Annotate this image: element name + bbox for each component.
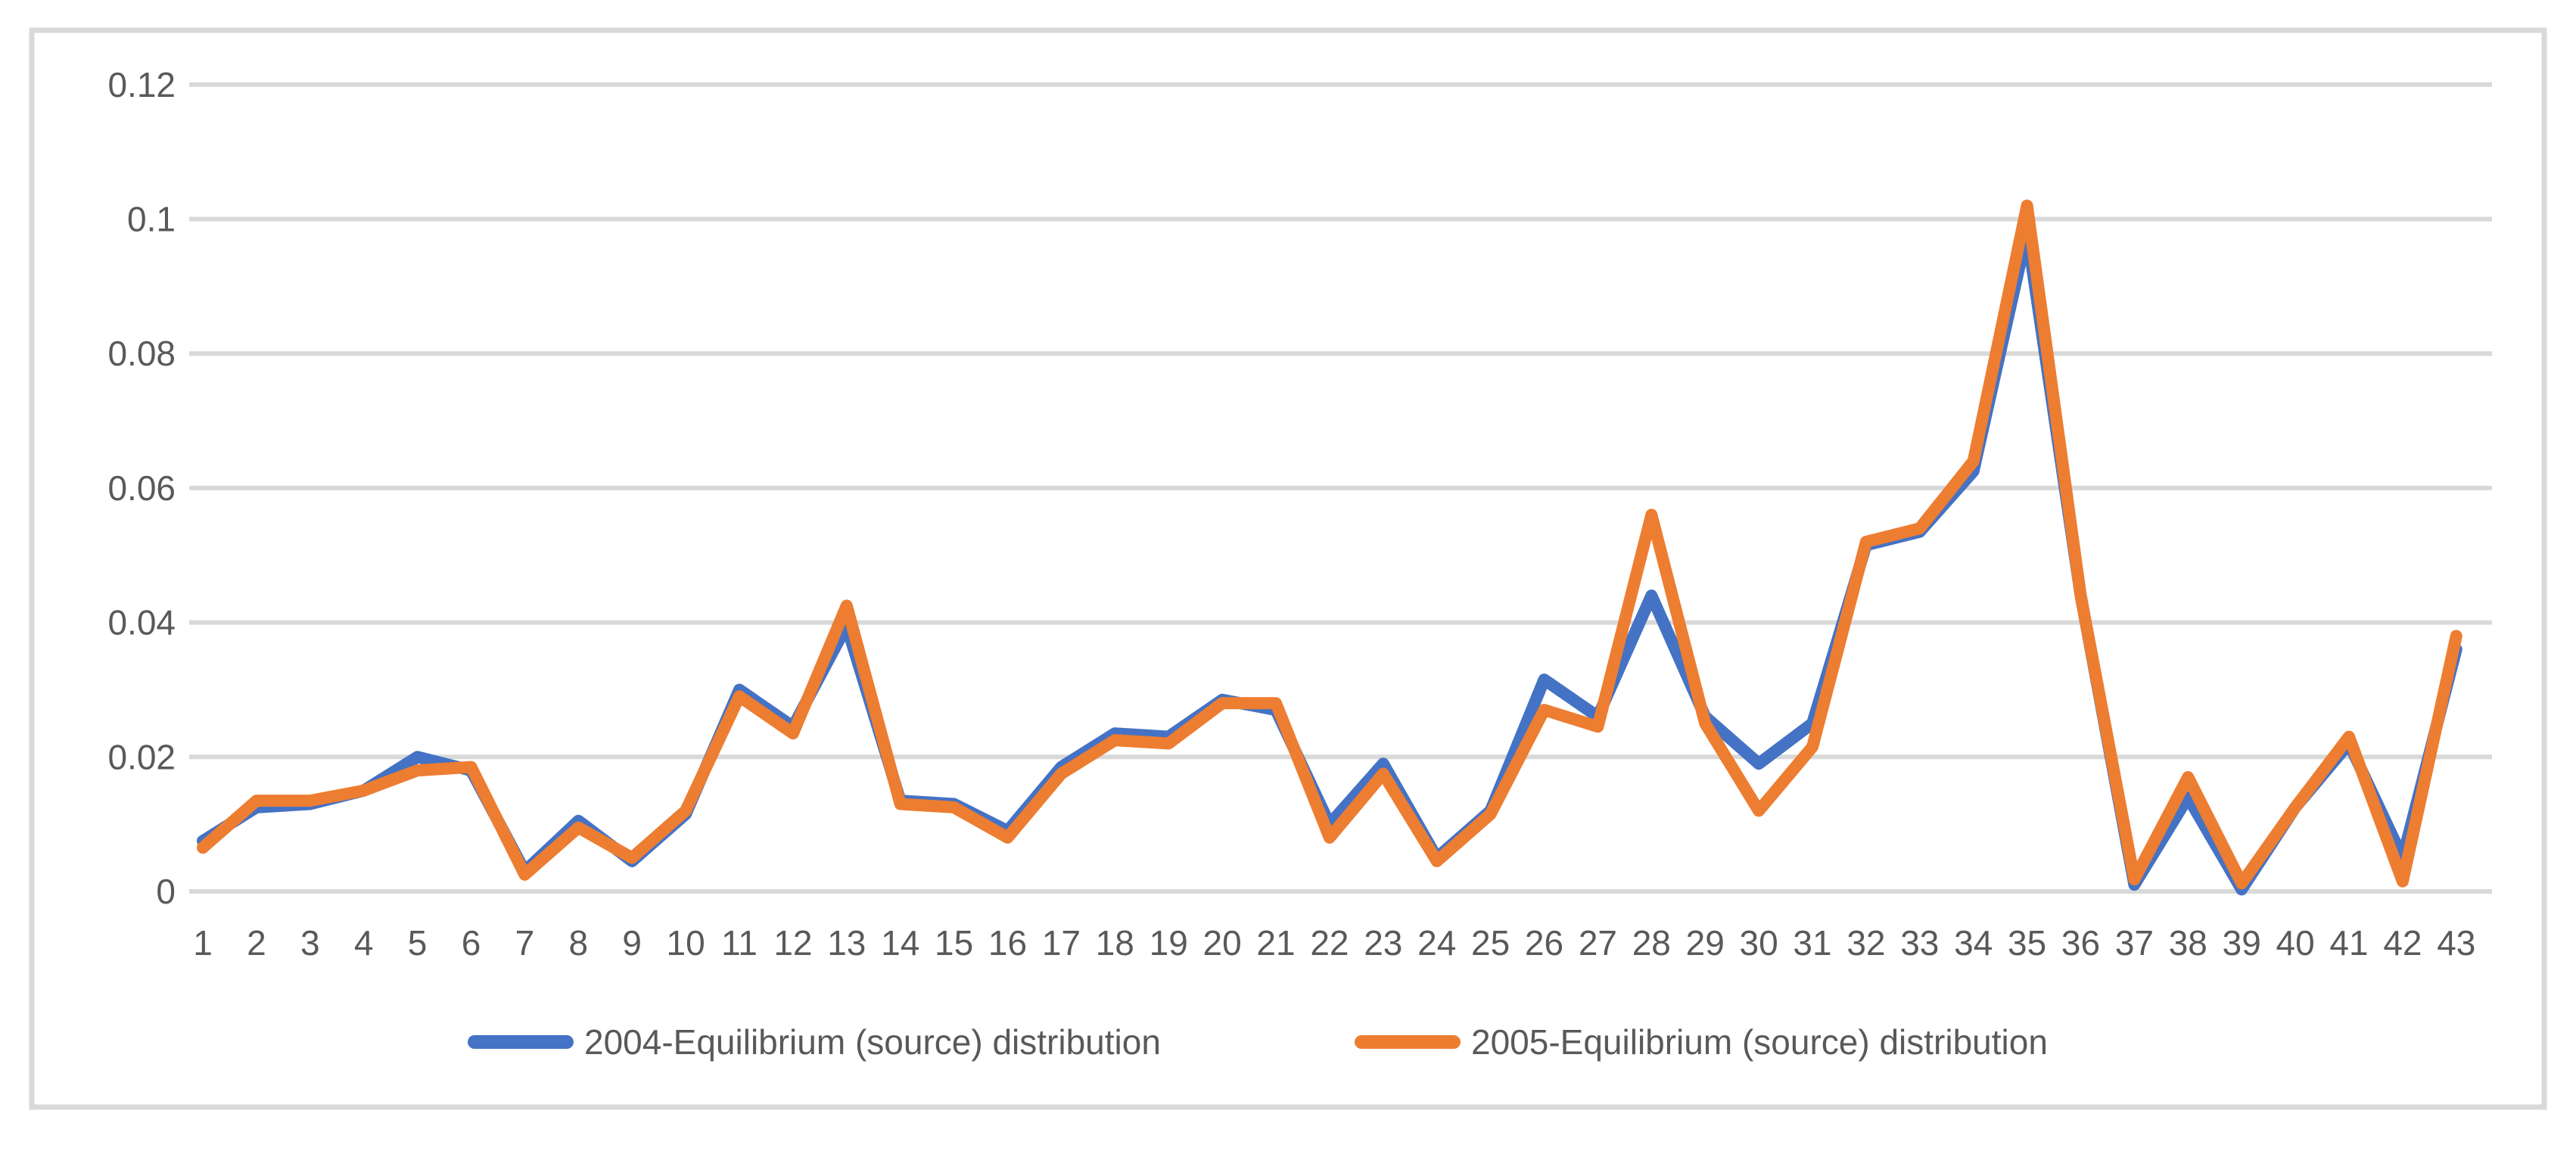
x-axis-tick-label: 24 — [1417, 923, 1456, 963]
x-axis-tick-label: 2 — [247, 923, 266, 963]
x-axis-tick-label: 36 — [2061, 923, 2100, 963]
legend-label-2004: 2004-Equilibrium (source) distribution — [584, 1022, 1161, 1062]
x-axis-tick-label: 6 — [462, 923, 481, 963]
legend-label-2005: 2005-Equilibrium (source) distribution — [1471, 1022, 2048, 1062]
x-axis-tick-label: 26 — [1525, 923, 1563, 963]
x-axis-tick-label: 35 — [2008, 923, 2046, 963]
x-axis-tick-label: 8 — [569, 923, 589, 963]
x-axis-tick-label: 7 — [515, 923, 535, 963]
x-axis-tick-label: 19 — [1150, 923, 1188, 963]
legend-item-2005[interactable]: 2005-Equilibrium (source) distribution — [1355, 1022, 2048, 1062]
x-axis-tick-label: 14 — [881, 923, 919, 963]
legend: 2004-Equilibrium (source) distribution 20… — [468, 1022, 2048, 1062]
x-axis-tick-label: 37 — [2115, 923, 2154, 963]
x-axis-tick-label: 42 — [2383, 923, 2422, 963]
x-axis-labels-group: 1 2 3 4 5 6 7 8 9 10 11 12 13 14 15 16 17 18 19 20 21 22 23 24 2… — [193, 923, 2475, 963]
x-axis-tick-label: 18 — [1096, 923, 1134, 963]
x-axis-tick-label: 3 — [300, 923, 320, 963]
legend-swatch-2004 — [468, 1035, 574, 1049]
legend-swatch-2005 — [1355, 1035, 1461, 1049]
x-axis-tick-label: 25 — [1471, 923, 1510, 963]
x-axis-tick-label: 4 — [354, 923, 374, 963]
x-axis-tick-label: 13 — [827, 923, 866, 963]
x-axis-tick-label: 10 — [667, 923, 705, 963]
x-axis-tick-label: 33 — [1900, 923, 1939, 963]
y-axis-tick-label: 0.06 — [107, 468, 176, 508]
x-axis-tick-label: 20 — [1203, 923, 1242, 963]
x-axis-tick-label: 11 — [721, 923, 758, 963]
y-axis-tick-label: 0.02 — [107, 737, 176, 776]
y-axis-tick-label: 0.04 — [107, 603, 176, 642]
x-axis-tick-label: 34 — [1954, 923, 1993, 963]
x-axis-tick-label: 32 — [1846, 923, 1885, 963]
x-axis-tick-label: 40 — [2276, 923, 2315, 963]
x-axis-tick-label: 5 — [408, 923, 428, 963]
x-axis-tick-label: 17 — [1042, 923, 1081, 963]
y-axis-tick-label: 0 — [156, 872, 176, 911]
x-axis-tick-label: 28 — [1632, 923, 1671, 963]
x-axis-tick-label: 1 — [193, 923, 213, 963]
y-axis-tick-label: 0.12 — [107, 65, 176, 104]
x-axis-tick-label: 22 — [1310, 923, 1349, 963]
chart-border — [29, 27, 2547, 1110]
x-axis-tick-label: 21 — [1256, 923, 1295, 963]
y-axis-tick-label: 0.1 — [127, 200, 176, 239]
x-axis-tick-label: 38 — [2169, 923, 2207, 963]
legend-item-2004[interactable]: 2004-Equilibrium (source) distribution — [468, 1022, 1161, 1062]
x-axis-tick-label: 15 — [935, 923, 973, 963]
series-line-2005[interactable] — [197, 199, 2462, 890]
x-axis-tick-label: 30 — [1740, 923, 1778, 963]
x-axis-tick-label: 16 — [988, 923, 1027, 963]
y-axis-tick-label: 0.08 — [107, 334, 176, 373]
x-axis-tick-label: 29 — [1686, 923, 1725, 963]
x-axis-tick-label: 31 — [1793, 923, 1831, 963]
x-axis-tick-label: 41 — [2329, 923, 2368, 963]
x-axis-tick-label: 23 — [1364, 923, 1402, 963]
x-axis-tick-label: 27 — [1579, 923, 1617, 963]
x-axis-tick-label: 9 — [622, 923, 642, 963]
x-axis-tick-label: 12 — [773, 923, 812, 963]
y-axis-labels-group: 0 0.02 0.04 0.06 0.08 0.1 0.12 — [107, 65, 176, 911]
x-axis-tick-label: 39 — [2223, 923, 2261, 963]
x-axis-tick-label: 43 — [2437, 923, 2475, 963]
